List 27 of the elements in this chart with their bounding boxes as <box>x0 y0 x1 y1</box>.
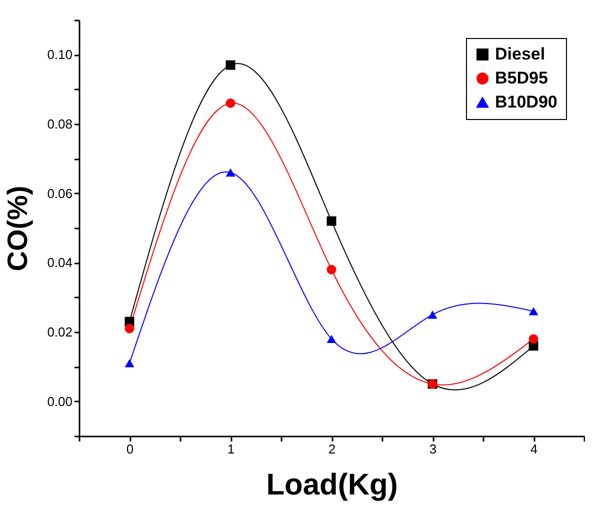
point <box>528 307 538 316</box>
y-tick-label: 0.08 <box>47 116 72 132</box>
point <box>226 168 236 177</box>
legend-label: B10D90 <box>495 92 558 112</box>
point <box>428 310 438 319</box>
y-tick-label: 0.10 <box>47 47 72 62</box>
y-tick-label: 0.00 <box>47 394 72 409</box>
x-tick-label: 0 <box>126 442 134 456</box>
legend-label: Diesel <box>495 44 546 64</box>
point <box>124 359 134 368</box>
point <box>326 334 336 344</box>
y-tick-label: 0.06 <box>47 186 72 201</box>
point <box>226 98 236 108</box>
y-axis-title: CO(%) <box>2 186 34 272</box>
y-tick-label: 0.02 <box>47 324 72 340</box>
x-axis-title: Load(Kg) <box>266 468 398 502</box>
point <box>326 264 336 274</box>
point <box>226 60 236 70</box>
x-tick-label: 4 <box>530 442 538 456</box>
x-tick-label: 2 <box>328 442 336 456</box>
x-tick-label: 1 <box>227 442 235 456</box>
x-tick-label: 3 <box>429 442 437 456</box>
point <box>528 334 538 344</box>
legend-label: B5D95 <box>495 68 548 88</box>
point <box>124 324 134 334</box>
point <box>326 216 336 226</box>
y-tick-label: 0.04 <box>47 255 72 270</box>
